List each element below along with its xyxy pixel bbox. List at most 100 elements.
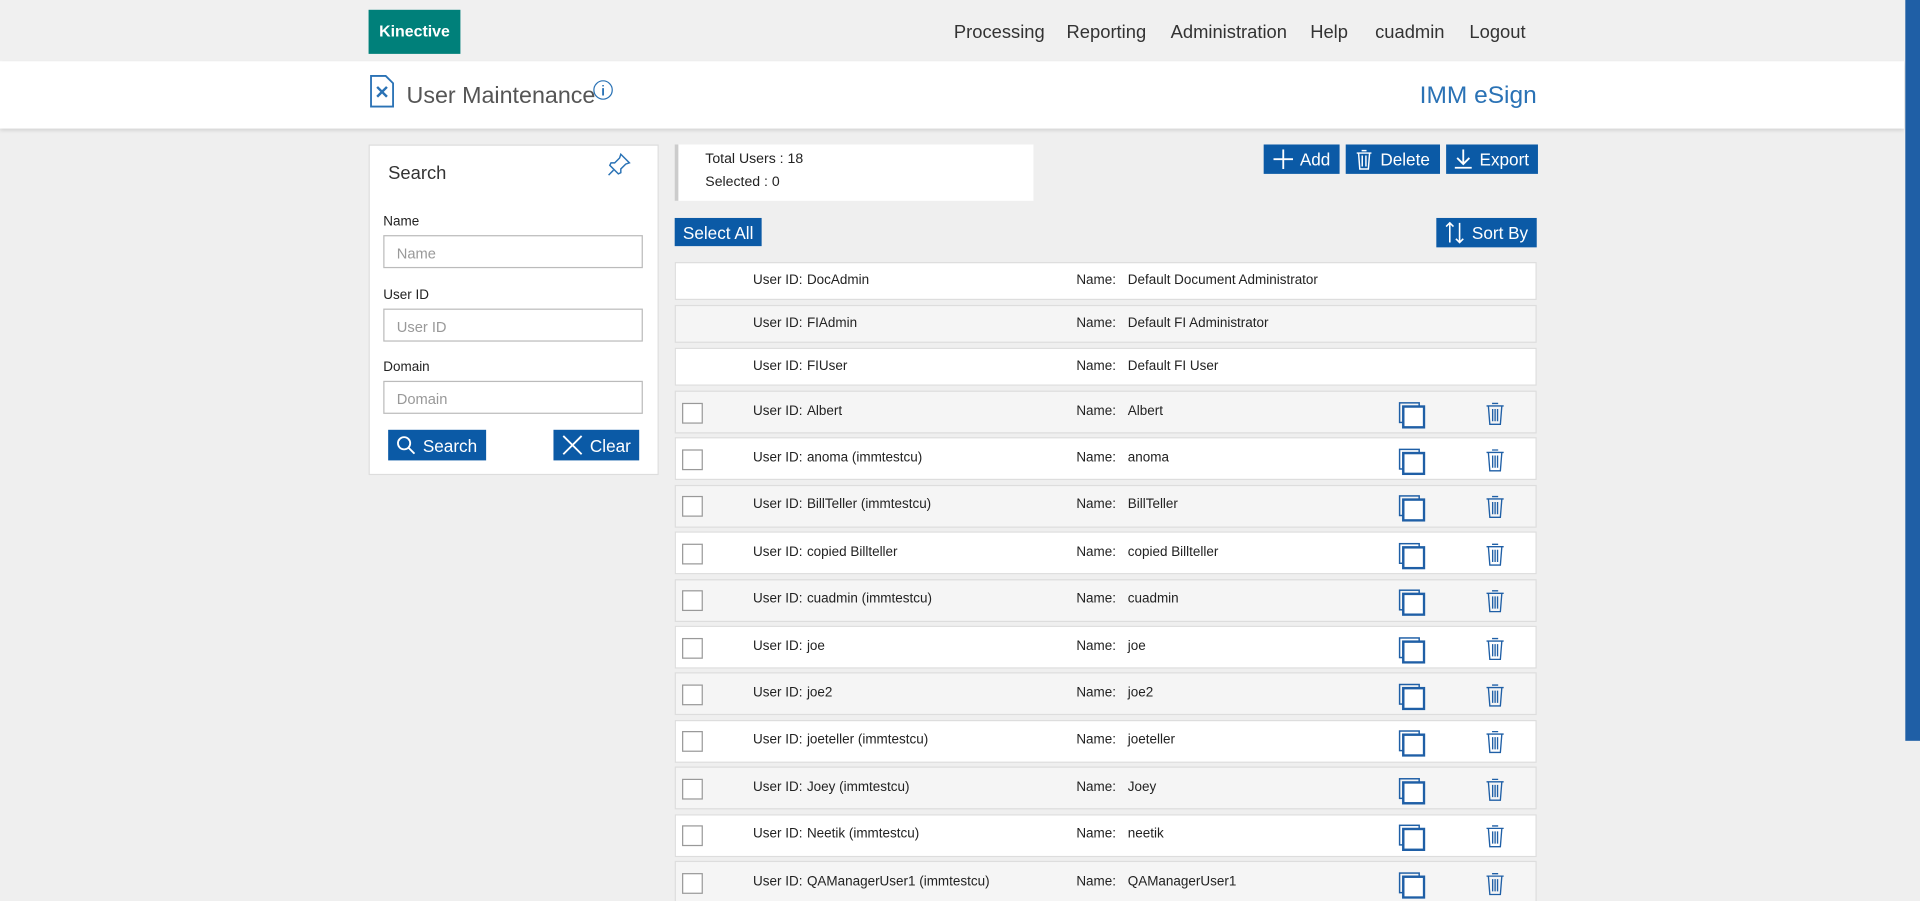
user-row[interactable]: User ID: FIAdmin Name: Default FI Administr…	[674, 304, 1537, 343]
button-label: Search	[422, 435, 478, 455]
copy-icon	[1398, 448, 1426, 475]
trash-icon	[1486, 543, 1504, 566]
user-row[interactable]: User ID: anoma (immtestcu) Name: anoma	[674, 437, 1537, 481]
nav-item[interactable]: Reporting	[1066, 22, 1147, 43]
name-label: Name:	[1076, 591, 1117, 607]
user-row[interactable]: User ID: QAManagerUser1 (immtestcu) Name: Q…	[674, 860, 1537, 901]
row-checkbox[interactable]	[682, 731, 703, 753]
copy-button[interactable]	[1398, 448, 1426, 479]
delete-row-button[interactable]	[1485, 871, 1505, 899]
user-name: Default Document Administrator	[1127, 272, 1318, 288]
pin-icon[interactable]	[607, 152, 631, 176]
select-all-button[interactable]: Select All	[674, 217, 762, 247]
user-name: BillTeller	[1127, 497, 1178, 513]
delete-row-button[interactable]	[1485, 683, 1505, 711]
scrollbar[interactable]	[1905, 0, 1920, 741]
user-name: joe2	[1127, 685, 1154, 701]
add-button[interactable]: Add	[1263, 144, 1340, 174]
delete-row-button[interactable]	[1485, 636, 1505, 664]
delete-row-button[interactable]	[1485, 401, 1505, 429]
user-row[interactable]: User ID: FIUser Name: Default FI User	[674, 347, 1537, 386]
domain-input[interactable]: Domain	[383, 380, 643, 414]
copy-button[interactable]	[1398, 636, 1426, 667]
user-name: QAManagerUser1	[1127, 873, 1237, 889]
user-id: copied Billteller	[806, 544, 898, 560]
copy-button[interactable]	[1398, 871, 1426, 901]
total-users: Total Users : 18	[705, 152, 803, 167]
row-checkbox[interactable]	[682, 872, 703, 894]
nav-item[interactable]: Logout	[1469, 22, 1526, 43]
trash-icon	[1486, 449, 1504, 472]
delete-button[interactable]: Delete	[1345, 144, 1441, 174]
copy-button[interactable]	[1398, 824, 1426, 855]
copy-button[interactable]	[1398, 542, 1426, 573]
row-checkbox[interactable]	[682, 637, 703, 659]
value: 18	[787, 151, 804, 167]
user-name: Joey	[1127, 779, 1157, 795]
search-title: Search	[388, 162, 447, 184]
user-row[interactable]: User ID: Albert Name: Albert	[674, 390, 1537, 434]
copy-button[interactable]	[1398, 683, 1426, 714]
user-row[interactable]: User ID: joe Name: joe	[674, 625, 1537, 669]
user-row[interactable]: User ID: joeteller (immtestcu) Name: joetel…	[674, 719, 1537, 763]
search-button[interactable]: Search	[388, 429, 487, 461]
page-title: User Maintenance	[406, 83, 596, 109]
user-row[interactable]: User ID: BillTeller (immtestcu) Name: BillT…	[674, 484, 1537, 528]
delete-icon	[1357, 149, 1372, 170]
user-row[interactable]: User ID: Neetik (immtestcu) Name: neetik	[674, 813, 1537, 857]
user-id: QAManagerUser1 (immtestcu)	[806, 873, 990, 889]
row-checkbox[interactable]	[682, 402, 703, 424]
copy-button[interactable]	[1398, 495, 1426, 526]
user-id-input[interactable]: User ID	[383, 308, 643, 342]
delete-row-button[interactable]	[1485, 824, 1505, 852]
copy-button[interactable]	[1398, 730, 1426, 761]
nav-item[interactable]: cuadmin	[1375, 22, 1445, 43]
nav-item[interactable]: Processing	[953, 22, 1045, 43]
user-row[interactable]: User ID: cuadmin (immtestcu) Name: cuadmin	[674, 578, 1537, 622]
delete-row-button[interactable]	[1485, 448, 1505, 476]
user-row[interactable]: User ID: joe2 Name: joe2	[674, 672, 1537, 716]
name-label: Name:	[1076, 873, 1117, 889]
copy-button[interactable]	[1398, 401, 1426, 432]
trash-icon	[1486, 496, 1504, 519]
user-id-label: User ID:	[753, 544, 803, 560]
row-checkbox[interactable]	[682, 590, 703, 612]
user-row[interactable]: User ID: Joey (immtestcu) Name: Joey	[674, 766, 1537, 810]
trash-icon	[1486, 637, 1504, 660]
user-row[interactable]: User ID: copied Billteller Name: copied Bil…	[674, 531, 1537, 575]
clear-button[interactable]: Clear	[553, 429, 640, 461]
name-input[interactable]: Name	[383, 235, 643, 269]
name-label: Name:	[1076, 638, 1117, 654]
copy-icon	[1398, 730, 1426, 758]
row-checkbox[interactable]	[682, 496, 703, 518]
user-id-label: User ID:	[753, 826, 803, 842]
brand-logo[interactable]: Kinective	[368, 9, 461, 54]
user-id-label: User ID:	[753, 272, 803, 288]
user-name: Albert	[1127, 403, 1163, 419]
copy-icon	[1398, 401, 1426, 428]
field-label: User ID	[383, 287, 429, 303]
user-name: cuadmin	[1127, 591, 1179, 607]
delete-row-button[interactable]	[1485, 495, 1505, 523]
delete-row-button[interactable]	[1485, 589, 1505, 617]
delete-row-button[interactable]	[1485, 730, 1505, 758]
row-checkbox[interactable]	[682, 778, 703, 800]
row-checkbox[interactable]	[682, 825, 703, 847]
copy-icon	[1398, 777, 1426, 805]
copy-button[interactable]	[1398, 589, 1426, 620]
delete-row-button[interactable]	[1485, 777, 1505, 805]
sort-button[interactable]: Sort By	[1436, 217, 1537, 248]
export-button[interactable]: Export	[1446, 144, 1538, 174]
nav-item[interactable]: Help	[1310, 22, 1348, 43]
row-checkbox[interactable]	[682, 449, 703, 471]
row-checkbox[interactable]	[682, 543, 703, 565]
row-checkbox[interactable]	[682, 684, 703, 706]
user-id-label: User ID:	[753, 591, 803, 607]
copy-button[interactable]	[1398, 777, 1426, 808]
nav-item[interactable]: Administration	[1170, 22, 1287, 43]
user-row[interactable]: User ID: DocAdmin Name: Default Document Ad…	[674, 262, 1537, 301]
info-icon[interactable]	[593, 80, 614, 101]
delete-row-button[interactable]	[1485, 542, 1505, 570]
user-id: FIUser	[806, 358, 848, 373]
